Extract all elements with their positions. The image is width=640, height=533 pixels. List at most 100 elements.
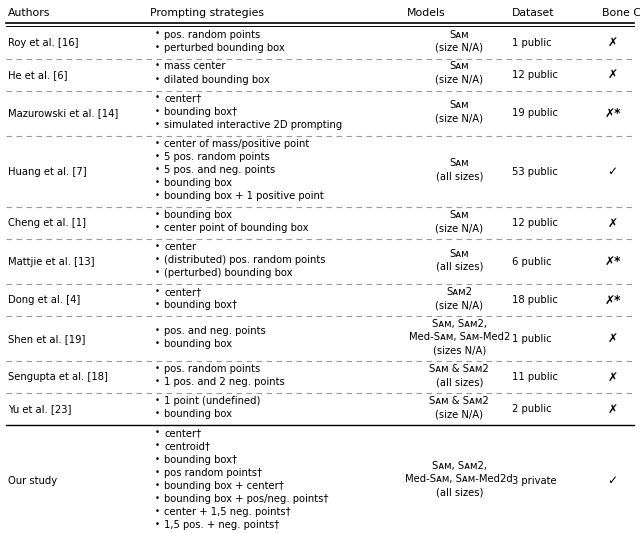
Text: Roy et al. [16]: Roy et al. [16] xyxy=(8,38,79,47)
Text: •: • xyxy=(155,409,159,418)
Text: Sᴀᴍ2: Sᴀᴍ2 xyxy=(446,287,472,297)
Text: simulated interactive 2D prompting: simulated interactive 2D prompting xyxy=(164,120,342,130)
Text: bounding box + pos/neg. points†: bounding box + pos/neg. points† xyxy=(164,494,329,504)
Text: Sᴀᴍ, Sᴀᴍ2,: Sᴀᴍ, Sᴀᴍ2, xyxy=(432,319,486,329)
Text: Mattjie et al. [13]: Mattjie et al. [13] xyxy=(8,257,95,267)
Text: •: • xyxy=(155,377,159,386)
Text: ✗*: ✗* xyxy=(605,107,621,120)
Text: (distributed) pos. random points: (distributed) pos. random points xyxy=(164,255,326,265)
Text: bounding box†: bounding box† xyxy=(164,300,237,310)
Text: Bone CT: Bone CT xyxy=(602,8,640,18)
Text: bounding box: bounding box xyxy=(164,339,232,349)
Text: ✗: ✗ xyxy=(607,333,618,345)
Text: •: • xyxy=(155,428,159,437)
Text: ✗: ✗ xyxy=(607,371,618,384)
Text: •: • xyxy=(155,520,159,529)
Text: 12 public: 12 public xyxy=(512,218,558,228)
Text: •: • xyxy=(155,287,159,296)
Text: Prompting strategies: Prompting strategies xyxy=(150,8,264,18)
Text: (perturbed) bounding box: (perturbed) bounding box xyxy=(164,269,292,278)
Text: •: • xyxy=(155,43,159,52)
Text: (size N/A): (size N/A) xyxy=(435,75,483,85)
Text: Sᴀᴍ: Sᴀᴍ xyxy=(449,100,469,110)
Text: •: • xyxy=(155,75,159,84)
Text: 12 public: 12 public xyxy=(512,70,558,79)
Text: •: • xyxy=(155,165,159,174)
Text: •: • xyxy=(155,507,159,516)
Text: bounding box + 1 positive point: bounding box + 1 positive point xyxy=(164,191,324,201)
Text: Shen et al. [19]: Shen et al. [19] xyxy=(8,334,86,344)
Text: Mazurowski et al. [14]: Mazurowski et al. [14] xyxy=(8,108,118,118)
Text: •: • xyxy=(155,255,159,264)
Text: centroid†: centroid† xyxy=(164,441,211,451)
Text: 19 public: 19 public xyxy=(512,108,558,118)
Text: 1 pos. and 2 neg. points: 1 pos. and 2 neg. points xyxy=(164,377,285,387)
Text: Sᴀᴍ: Sᴀᴍ xyxy=(449,29,469,39)
Text: Sᴀᴍ, Sᴀᴍ2,: Sᴀᴍ, Sᴀᴍ2, xyxy=(432,461,486,471)
Text: •: • xyxy=(155,178,159,187)
Text: Sᴀᴍ: Sᴀᴍ xyxy=(449,61,469,71)
Text: •: • xyxy=(155,481,159,490)
Text: (size N/A): (size N/A) xyxy=(435,300,483,310)
Text: 1,5 pos. + neg. points†: 1,5 pos. + neg. points† xyxy=(164,520,280,530)
Text: center: center xyxy=(164,242,196,252)
Text: bounding box: bounding box xyxy=(164,210,232,220)
Text: (all sizes): (all sizes) xyxy=(435,377,483,387)
Text: •: • xyxy=(155,61,159,70)
Text: 2 public: 2 public xyxy=(512,405,552,414)
Text: •: • xyxy=(155,152,159,161)
Text: mass center: mass center xyxy=(164,61,226,71)
Text: •: • xyxy=(155,364,159,373)
Text: pos. and neg. points: pos. and neg. points xyxy=(164,326,266,336)
Text: Yu et al. [23]: Yu et al. [23] xyxy=(8,405,72,414)
Text: Sᴀᴍ: Sᴀᴍ xyxy=(449,210,469,220)
Text: (size N/A): (size N/A) xyxy=(435,43,483,53)
Text: Authors: Authors xyxy=(8,8,51,18)
Text: center†: center† xyxy=(164,428,202,438)
Text: 53 public: 53 public xyxy=(512,166,558,176)
Text: (sizes N/A): (sizes N/A) xyxy=(433,345,486,356)
Text: 3 private: 3 private xyxy=(512,476,557,486)
Text: •: • xyxy=(155,300,159,309)
Text: ✓: ✓ xyxy=(607,165,618,178)
Text: 1 point (undefined): 1 point (undefined) xyxy=(164,396,260,406)
Text: •: • xyxy=(155,339,159,348)
Text: 1 public: 1 public xyxy=(512,38,552,47)
Text: ✗: ✗ xyxy=(607,68,618,81)
Text: ✗*: ✗* xyxy=(605,255,621,268)
Text: bounding box + center†: bounding box + center† xyxy=(164,481,284,491)
Text: Med-Sᴀᴍ, Sᴀᴍ-Med2: Med-Sᴀᴍ, Sᴀᴍ-Med2 xyxy=(408,332,510,342)
Text: ✗: ✗ xyxy=(607,217,618,230)
Text: Our study: Our study xyxy=(8,476,58,486)
Text: •: • xyxy=(155,210,159,219)
Text: (size N/A): (size N/A) xyxy=(435,409,483,419)
Text: Sengupta et al. [18]: Sengupta et al. [18] xyxy=(8,373,108,382)
Text: •: • xyxy=(155,467,159,477)
Text: ✗: ✗ xyxy=(607,36,618,49)
Text: •: • xyxy=(155,223,159,232)
Text: bounding box: bounding box xyxy=(164,409,232,419)
Text: •: • xyxy=(155,269,159,277)
Text: Med-Sᴀᴍ, Sᴀᴍ-Med2d: Med-Sᴀᴍ, Sᴀᴍ-Med2d xyxy=(405,474,513,484)
Text: center†: center† xyxy=(164,93,202,103)
Text: •: • xyxy=(155,242,159,251)
Text: 1 public: 1 public xyxy=(512,334,552,344)
Text: Sᴀᴍ: Sᴀᴍ xyxy=(449,158,469,168)
Text: bounding box†: bounding box† xyxy=(164,455,237,464)
Text: pos random points†: pos random points† xyxy=(164,467,262,478)
Text: •: • xyxy=(155,107,159,116)
Text: •: • xyxy=(155,29,159,38)
Text: Sᴀᴍ & Sᴀᴍ2: Sᴀᴍ & Sᴀᴍ2 xyxy=(429,396,489,406)
Text: bounding box†: bounding box† xyxy=(164,107,237,117)
Text: Cheng et al. [1]: Cheng et al. [1] xyxy=(8,218,86,228)
Text: ✗*: ✗* xyxy=(605,294,621,307)
Text: Dataset: Dataset xyxy=(512,8,554,18)
Text: Sᴀᴍ: Sᴀᴍ xyxy=(449,248,469,259)
Text: •: • xyxy=(155,326,159,335)
Text: •: • xyxy=(155,396,159,405)
Text: (size N/A): (size N/A) xyxy=(435,223,483,233)
Text: center of mass/positive point: center of mass/positive point xyxy=(164,139,310,149)
Text: 18 public: 18 public xyxy=(512,295,558,305)
Text: pos. random points: pos. random points xyxy=(164,364,260,374)
Text: 11 public: 11 public xyxy=(512,373,558,382)
